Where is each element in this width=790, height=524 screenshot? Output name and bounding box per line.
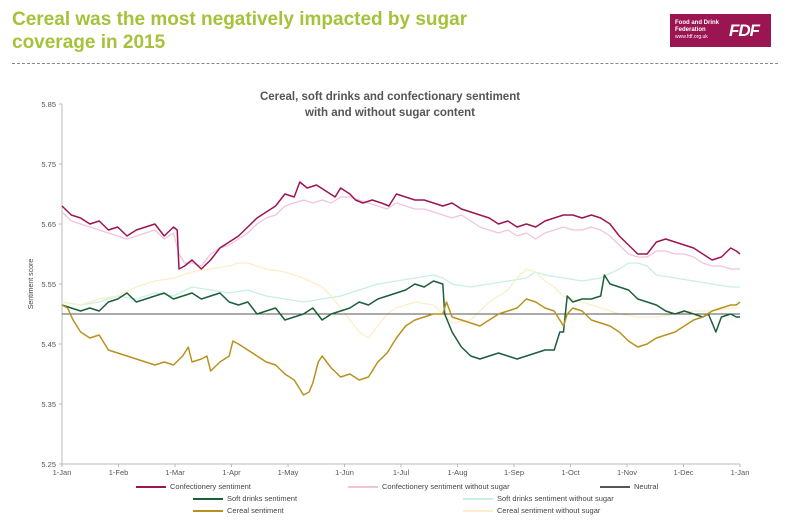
legend-label: Cereal sentiment [227,506,284,515]
series-line-cereal-sentiment [61,298,741,396]
x-tick-label: 1-Jun [335,468,354,477]
logo-text: Food and Drink Federation www.fdf.org.uk [670,20,727,41]
legend-item-neutral: Neutral [600,482,658,491]
legend-label: Soft drinks sentiment [227,494,298,503]
legend-label: Cereal sentiment without sugar [497,506,601,515]
legend-item-cereal-sentiment-without-sugar: Cereal sentiment without sugar [463,506,600,515]
chart-title: Cereal, soft drinks and confectionary se… [160,89,620,121]
legend-swatch [193,509,223,512]
legend-item-cereal-sentiment: Cereal sentiment [193,506,284,515]
y-axis-label: Sentiment score [28,259,35,310]
fdf-logo: Food and Drink Federation www.fdf.org.uk… [670,14,771,47]
x-tick-label: 1-Jul [393,468,410,477]
x-tick-label: 1-Jan [731,468,750,477]
series-line-confectionery-sentiment-without-sugar [61,196,740,270]
logo-url: www.fdf.org.uk [675,34,708,40]
page-headline: Cereal was the most negatively impacted … [12,9,468,53]
legend-item-confectionery-sentiment-without-sugar: Confectionery sentiment without sugar [348,482,510,491]
x-tick-label: 1-Feb [109,468,129,477]
legend-item-soft-drinks-sentiment: Soft drinks sentiment [193,494,297,503]
legend-swatch [463,509,493,512]
legend-swatch [136,485,166,488]
y-tick-label: 5.55 [41,280,56,289]
x-tick-label: 1-Apr [222,468,241,477]
header-divider [12,63,778,64]
x-tick-label: 1-Nov [617,468,637,477]
x-tick-label: 1-Oct [561,468,580,477]
series-line-cereal-sentiment-without-sugar [61,262,740,339]
y-tick-label: 5.85 [41,100,56,109]
logo-mark: FDF [729,20,760,40]
legend-swatch [193,497,223,500]
y-tick-label: 5.25 [41,460,56,469]
logo-line2: Federation [675,27,706,33]
legend-swatch [600,485,630,488]
y-tick-label: 5.75 [41,160,56,169]
logo-line1: Food and Drink [675,20,719,26]
series-line-confectionery-sentiment [61,181,741,270]
legend-label: Confectionery sentiment without sugar [382,482,510,491]
series-line-soft-drinks-sentiment-without-sugar [61,262,740,306]
y-tick-label: 5.65 [41,220,56,229]
chart-title-line1: Cereal, soft drinks and confectionary se… [259,91,521,103]
y-tick-label: 5.35 [41,400,56,409]
x-tick-label: 1-May [278,468,299,477]
chart-title-line2: with and without sugar content [305,107,475,119]
legend-swatch [348,485,378,488]
x-tick-label: 1-Dec [673,468,693,477]
y-tick-label: 5.45 [41,340,56,349]
legend-swatch [463,497,493,500]
legend-item-confectionery-sentiment: Confectionery sentiment [136,482,251,491]
legend-label: Neutral [634,482,659,491]
legend-item-soft-drinks-sentiment-without-sugar: Soft drinks sentiment without sugar [463,494,614,503]
x-tick-label: 1-Sep [504,468,524,477]
legend-label: Soft drinks sentiment without sugar [497,494,614,503]
x-tick-label: 1-Jan [53,468,72,477]
legend-label: Confectionery sentiment [170,482,251,491]
x-tick-label: 1-Aug [447,468,467,477]
series-line-soft-drinks-sentiment [61,274,740,360]
x-tick-label: 1-Mar [165,468,185,477]
